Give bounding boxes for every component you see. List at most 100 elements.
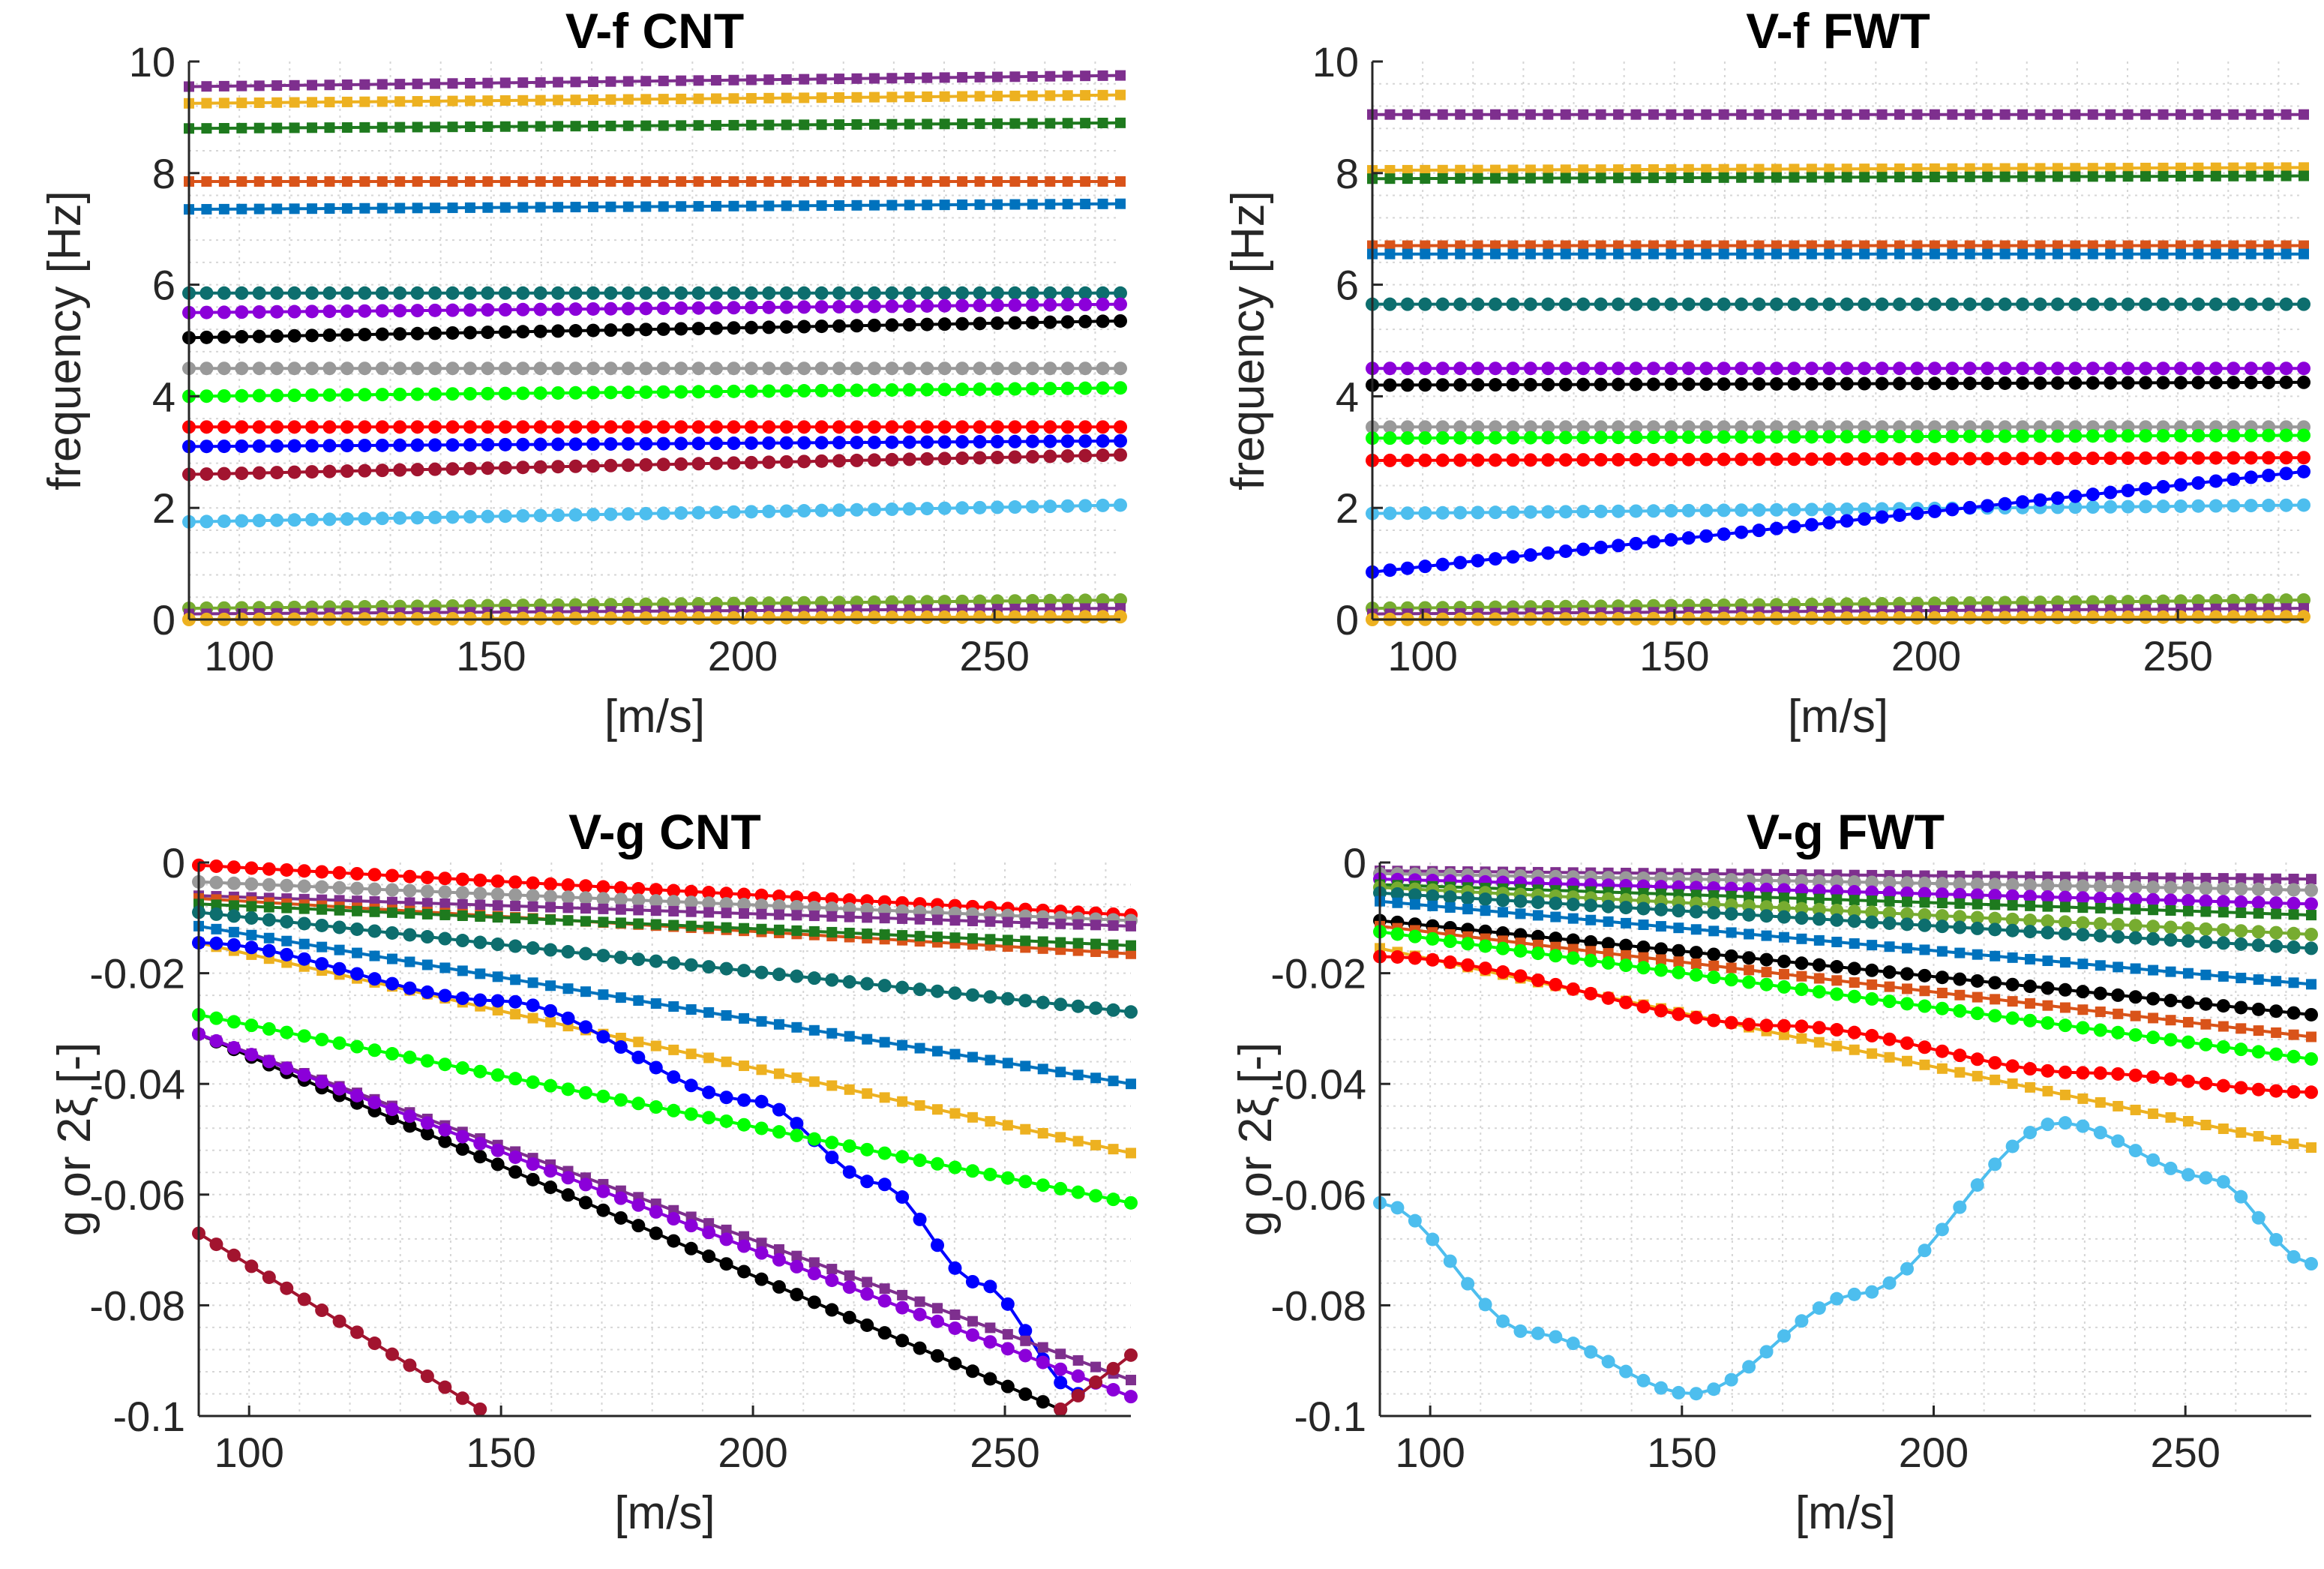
data-point: [877, 979, 892, 993]
data-point: [526, 1157, 540, 1172]
data-point: [2005, 923, 2020, 938]
data-point: [2165, 966, 2176, 977]
data-point: [315, 1075, 329, 1089]
data-point: [684, 1219, 698, 1233]
data-point: [201, 81, 212, 92]
data-point: [1998, 362, 2012, 376]
data-point: [2130, 963, 2141, 974]
data-point: [1963, 429, 1977, 443]
data-point: [1900, 907, 1915, 921]
y-tick-label: 0: [162, 839, 185, 886]
y-tick-label: -0.08: [89, 1282, 185, 1329]
data-point: [1894, 163, 1906, 174]
data-point: [201, 176, 212, 187]
data-point: [438, 1134, 452, 1148]
data-point: [691, 457, 706, 471]
data-point: [596, 892, 610, 906]
data-point: [1927, 420, 1942, 434]
data-point: [937, 382, 952, 397]
data-point: [1027, 199, 1038, 210]
data-point: [1744, 891, 1755, 902]
data-point: [376, 122, 388, 133]
data-point: [1778, 892, 1789, 904]
data-point: [2251, 925, 2266, 939]
data-point: [270, 513, 284, 527]
data-point: [613, 892, 628, 907]
data-point: [613, 1191, 628, 1205]
data-point: [850, 319, 864, 333]
data-point: [1796, 970, 1807, 982]
data-point: [226, 1041, 241, 1055]
y-tick-label: 0: [1336, 596, 1359, 644]
data-point: [445, 387, 460, 401]
data-point: [297, 916, 311, 931]
data-point: [879, 913, 890, 924]
y-tick-label: 4: [152, 373, 175, 420]
data-point: [226, 1248, 241, 1262]
data-point: [1613, 109, 1624, 120]
data-point: [2017, 109, 2029, 120]
data-point: [1585, 946, 1597, 957]
data-point: [2306, 1142, 2317, 1154]
data-point: [790, 1128, 804, 1142]
data-point: [1841, 172, 1852, 183]
data-point: [1912, 109, 1923, 120]
data-point: [1945, 452, 1960, 466]
data-point: [492, 1004, 503, 1016]
data-point: [1002, 1058, 1013, 1069]
data-point: [902, 435, 916, 449]
data-point: [2121, 376, 2135, 390]
data-point: [367, 1043, 382, 1058]
data-point: [481, 509, 495, 524]
data-point: [832, 383, 847, 398]
data-point: [2228, 248, 2239, 260]
data-point: [352, 905, 363, 916]
data-point: [2077, 1004, 2089, 1016]
data-point: [1471, 554, 1485, 568]
data-point: [2218, 1124, 2229, 1135]
data-point: [1858, 452, 1872, 466]
data-point: [1988, 922, 2002, 937]
data-point: [1867, 940, 1878, 951]
data-point: [885, 452, 899, 466]
data-point: [516, 325, 530, 339]
data-point: [211, 923, 222, 934]
data-point: [1594, 504, 1608, 518]
data-point: [1435, 362, 1450, 376]
data-point: [490, 874, 505, 888]
data-point: [790, 890, 804, 904]
data-point: [1443, 1254, 1457, 1268]
data-point: [2058, 879, 2072, 893]
data-point: [1072, 938, 1084, 949]
data-point: [920, 286, 934, 300]
data-point: [1900, 1262, 1915, 1276]
data-point: [481, 362, 495, 376]
y-tick-label: 0: [1343, 839, 1366, 886]
data-point: [385, 1102, 399, 1117]
data-point: [2076, 985, 2090, 999]
data-point: [2041, 926, 2055, 940]
data-point: [631, 952, 646, 967]
data-point: [604, 611, 618, 626]
data-point: [199, 286, 214, 300]
data-point: [1525, 172, 1536, 184]
data-point: [403, 981, 417, 995]
data-point: [586, 508, 600, 522]
data-point: [457, 965, 468, 976]
data-point: [517, 202, 529, 213]
data-point: [1629, 297, 1643, 311]
data-point: [2181, 934, 2195, 948]
data-point: [1812, 874, 1826, 889]
data-point: [2070, 240, 2081, 251]
data-point: [1672, 904, 1686, 918]
data-point: [2234, 924, 2248, 938]
data-point: [1742, 975, 1756, 989]
data-point: [211, 899, 222, 910]
data-point: [324, 97, 335, 108]
data-point: [516, 302, 530, 316]
data-point: [885, 382, 899, 397]
data-point: [2023, 890, 2038, 904]
data-point: [709, 321, 724, 335]
data-point: [367, 924, 382, 938]
data-point: [1523, 453, 1537, 467]
